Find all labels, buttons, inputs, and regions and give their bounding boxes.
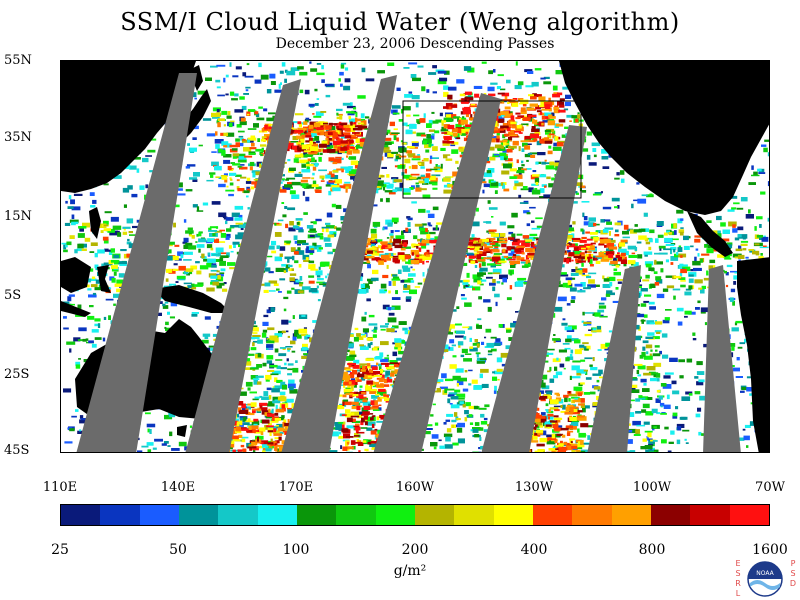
data-gap-swath-2 [185, 79, 301, 452]
colorbar-swatch-16 [690, 505, 730, 525]
colorbar-label-100: 100 [282, 542, 310, 558]
colorbar-swatch-7 [336, 505, 376, 525]
region-outline-box [402, 100, 582, 199]
colorbar-label-400: 400 [520, 542, 548, 558]
asia-landmass [61, 61, 196, 193]
data-gap-swath-5 [481, 125, 587, 452]
colorbar-swatch-5 [257, 505, 297, 525]
missing-swath-layer [76, 73, 741, 452]
colorbar-swatch-1 [100, 505, 140, 525]
colorbar-swatch-14 [611, 505, 651, 525]
colorbar-swatch-10 [454, 505, 494, 525]
map-subtitle: December 23, 2006 Descending Passes [275, 36, 555, 52]
data-gap-swath-1 [76, 73, 197, 452]
new-guinea-landmass [153, 285, 231, 313]
colorbar-label-800: 800 [638, 542, 666, 558]
south-america-landmass [737, 257, 769, 452]
colorbar-swatch-6 [296, 505, 337, 525]
colorbar-swatch-2 [139, 505, 179, 525]
lon-label-70w: 70W [755, 480, 785, 495]
data-gap-swath-3 [281, 75, 397, 452]
lat-label-15n: 15N [4, 209, 32, 224]
colorbar-swatch-9 [414, 505, 455, 525]
borneo-landmass [61, 257, 91, 293]
colorbar-label-200: 200 [401, 542, 429, 558]
colorbar-swatch-3 [178, 505, 219, 525]
philippines-landmass [89, 207, 101, 239]
noaa-emblem-text: NOAA [756, 570, 774, 577]
lon-label-110e: 110E [42, 480, 78, 495]
colorbar-unit-label: g/m² [393, 563, 427, 579]
lon-label-140e: 140E [160, 480, 196, 495]
colorbar-label-50: 50 [169, 542, 187, 558]
data-gap-swath-6 [587, 265, 641, 452]
colorbar-label-25: 25 [51, 542, 69, 558]
lon-label-130w: 130W [514, 480, 554, 495]
colorbar-swatch-0 [61, 505, 101, 525]
data-gap-swath-7 [703, 265, 741, 452]
colorbar-swatch-13 [572, 505, 612, 525]
colorbar-swatch-4 [218, 505, 258, 525]
tasmania-landmass [177, 425, 187, 437]
color-scale-bar [60, 504, 770, 526]
colorbar-swatch-17 [729, 505, 769, 525]
lat-label-35n: 35N [4, 130, 32, 145]
colorbar-swatch-12 [532, 505, 573, 525]
lat-label-5s: 5S [4, 288, 22, 303]
noaa-emblem-icon: NOAA [747, 561, 783, 597]
cloud-liquid-water-map [60, 60, 770, 453]
lat-label-25s: 25S [4, 367, 30, 382]
lon-label-100w: 100W [632, 480, 672, 495]
colorbar-swatch-11 [493, 505, 533, 525]
colorbar-swatch-8 [375, 505, 415, 525]
colorbar-label-1600: 1600 [752, 542, 788, 558]
lat-label-55n: 55N [4, 53, 32, 68]
colorbar-swatch-15 [650, 505, 691, 525]
data-gap-swath-4 [373, 93, 501, 452]
map-title: SSM/I Cloud Liquid Water (Weng algorithm… [120, 8, 680, 36]
lon-label-160w: 160W [395, 480, 435, 495]
north-america-landmass [559, 61, 769, 215]
central-america-landmass [687, 211, 733, 257]
sakhalin-landmass [191, 65, 203, 91]
lon-label-170e: 170E [278, 480, 314, 495]
sulawesi-landmass [97, 265, 111, 293]
map-canvas [61, 61, 769, 452]
lat-label-45s: 45S [4, 443, 30, 458]
sumatra-landmass [61, 301, 91, 317]
